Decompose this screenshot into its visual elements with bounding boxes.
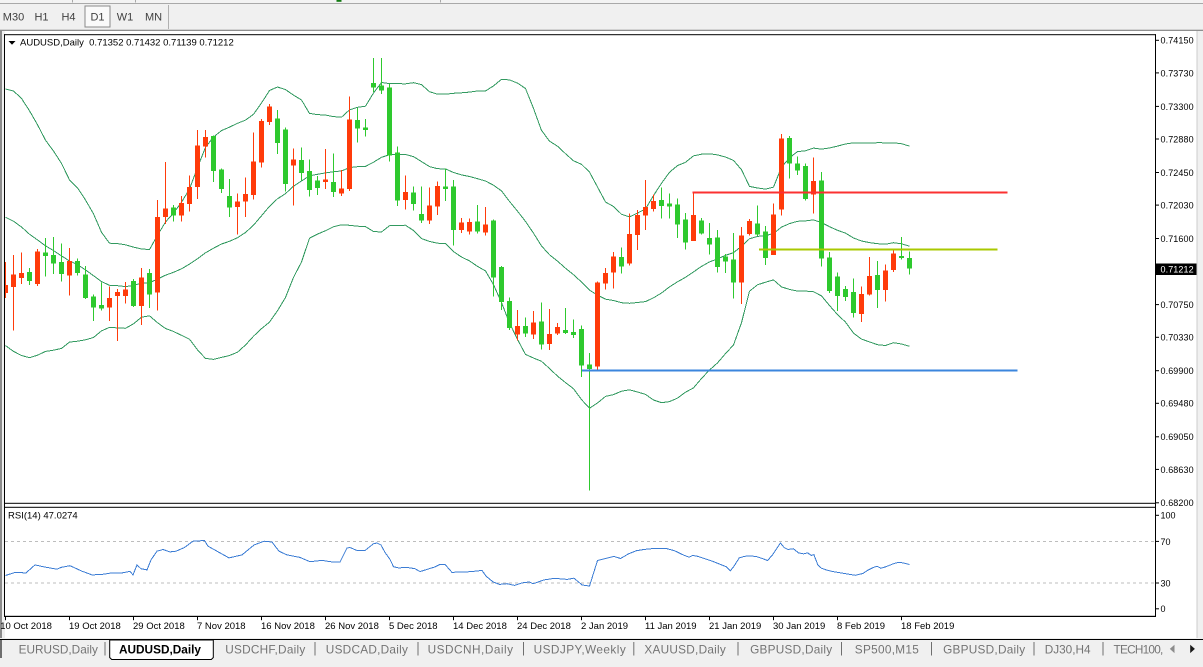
svg-text:8 Feb 2019: 8 Feb 2019 <box>837 621 885 632</box>
svg-text:2 Jan 2019: 2 Jan 2019 <box>581 621 628 632</box>
svg-text:0.73300: 0.73300 <box>1161 102 1194 112</box>
svg-text:H1: H1 <box>34 12 48 24</box>
svg-text:0.69050: 0.69050 <box>1161 432 1194 442</box>
svg-text:0.68200: 0.68200 <box>1161 498 1194 508</box>
svg-text:0.72450: 0.72450 <box>1161 168 1194 178</box>
svg-text:DJ30,H4: DJ30,H4 <box>1045 643 1091 657</box>
svg-text:18 Feb 2019: 18 Feb 2019 <box>901 621 954 632</box>
svg-text:GBPUSD,Daily: GBPUSD,Daily <box>750 643 832 657</box>
svg-text:21 Jan 2019: 21 Jan 2019 <box>709 621 761 632</box>
svg-text:14 Dec 2018: 14 Dec 2018 <box>453 621 507 632</box>
svg-text:0.73730: 0.73730 <box>1161 68 1194 78</box>
svg-text:AUDUSD,Daily 0.71352 0.71432: AUDUSD,Daily 0.71352 0.71432 0.71139 0.7… <box>20 38 234 49</box>
svg-text:EURUSD,Daily: EURUSD,Daily <box>19 643 98 657</box>
svg-text:16 Nov 2018: 16 Nov 2018 <box>261 621 315 632</box>
svg-text:100: 100 <box>1161 511 1176 521</box>
svg-text:0.68630: 0.68630 <box>1161 465 1194 475</box>
svg-text:D1: D1 <box>90 12 104 24</box>
svg-text:7 Nov 2018: 7 Nov 2018 <box>197 621 246 632</box>
svg-text:MN: MN <box>145 12 162 24</box>
svg-text:0.70330: 0.70330 <box>1161 333 1194 343</box>
svg-text:M30: M30 <box>3 12 24 24</box>
svg-text:USDCNH,Daily: USDCNH,Daily <box>428 643 514 657</box>
svg-text:SP500,M15: SP500,M15 <box>855 643 919 657</box>
svg-text:24 Dec 2018: 24 Dec 2018 <box>517 621 571 632</box>
svg-text:0.70750: 0.70750 <box>1161 300 1194 310</box>
svg-text:5 Dec 2018: 5 Dec 2018 <box>389 621 438 632</box>
svg-text:0.72880: 0.72880 <box>1161 134 1194 144</box>
svg-text:GBPUSD,Daily: GBPUSD,Daily <box>943 643 1025 657</box>
svg-text:70: 70 <box>1161 537 1171 547</box>
svg-text:XAUUSD,Daily: XAUUSD,Daily <box>644 643 726 657</box>
svg-text:0.71212: 0.71212 <box>1161 265 1194 275</box>
svg-text:0.71600: 0.71600 <box>1161 234 1194 244</box>
svg-text:30: 30 <box>1161 578 1171 588</box>
svg-text:0.72030: 0.72030 <box>1161 201 1194 211</box>
svg-text:AUDUSD,Daily: AUDUSD,Daily <box>119 643 201 657</box>
svg-text:11 Jan 2019: 11 Jan 2019 <box>645 621 697 632</box>
svg-text:0.74150: 0.74150 <box>1161 36 1194 46</box>
svg-text:USDCAD,Daily: USDCAD,Daily <box>326 643 408 657</box>
svg-text:26 Nov 2018: 26 Nov 2018 <box>325 621 379 632</box>
svg-text:30 Jan 2019: 30 Jan 2019 <box>773 621 825 632</box>
svg-text:RSI(14) 47.0274: RSI(14) 47.0274 <box>8 511 78 522</box>
svg-text:0.69900: 0.69900 <box>1161 366 1194 376</box>
svg-text:W1: W1 <box>117 12 134 24</box>
svg-text:H4: H4 <box>61 12 75 24</box>
svg-text:29 Oct 2018: 29 Oct 2018 <box>133 621 185 632</box>
svg-text:TECH100,: TECH100, <box>1114 643 1164 657</box>
svg-text:0: 0 <box>1161 604 1166 614</box>
svg-text:10 Oct 2018: 10 Oct 2018 <box>0 621 52 632</box>
svg-text:19 Oct 2018: 19 Oct 2018 <box>69 621 121 632</box>
svg-text:USDCHF,Daily: USDCHF,Daily <box>225 643 305 657</box>
svg-text:0.69480: 0.69480 <box>1161 399 1194 409</box>
svg-text:USDJPY,Weekly: USDJPY,Weekly <box>534 643 627 657</box>
